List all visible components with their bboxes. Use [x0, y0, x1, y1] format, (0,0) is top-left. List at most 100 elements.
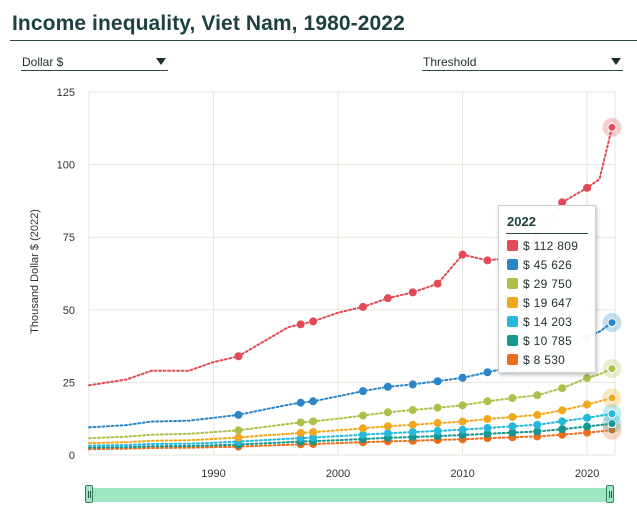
tooltip: 2022 $ 112 809 $ 45 626 $ 29 750 $ 19 647 $ … [498, 205, 596, 373]
data-point [558, 425, 567, 434]
y-tick-label: 125 [57, 87, 75, 99]
data-point [458, 250, 467, 259]
data-point [433, 377, 442, 386]
data-point [234, 410, 243, 419]
data-point [558, 384, 567, 393]
data-point [408, 288, 417, 297]
data-point [433, 426, 442, 435]
data-point [483, 397, 492, 406]
data-point [508, 394, 517, 403]
legend-swatch [507, 278, 518, 289]
data-point [408, 428, 417, 437]
tooltip-row: $ 112 809 [507, 239, 578, 253]
data-point [408, 420, 417, 429]
y-axis-label: Thousand Dollar $ (2022) [29, 209, 41, 334]
data-point [234, 433, 243, 442]
chevron-down-icon [611, 58, 621, 65]
data-point [458, 425, 467, 434]
data-point [583, 183, 592, 192]
data-point [358, 411, 367, 420]
data-point [483, 429, 492, 438]
data-point [296, 418, 305, 427]
tooltip-row: $ 45 626 [507, 258, 572, 272]
tooltip-row: $ 29 750 [507, 277, 572, 291]
legend-swatch [507, 297, 518, 308]
page-title: Income inequality, Viet Nam, 1980-2022 [12, 12, 405, 35]
data-point [408, 380, 417, 389]
data-point [558, 430, 567, 439]
data-point [558, 406, 567, 415]
tooltip-value: $ 8 530 [523, 353, 566, 367]
metric-dropdown-value: Threshold [423, 55, 477, 69]
data-point [607, 364, 617, 374]
data-point [408, 405, 417, 414]
series-line [88, 367, 613, 440]
data-point [383, 382, 392, 391]
data-point [607, 122, 617, 132]
tooltip-row: $ 10 785 [507, 334, 572, 348]
data-point [607, 318, 617, 328]
data-point [558, 198, 567, 207]
x-tick-label: 1990 [201, 468, 225, 480]
title-divider [10, 40, 637, 41]
data-point [433, 419, 442, 428]
tooltip-row: $ 8 530 [507, 353, 565, 367]
legend-swatch [507, 354, 518, 365]
data-point [607, 409, 617, 419]
data-point [533, 410, 542, 419]
data-point [508, 422, 517, 431]
data-point [583, 422, 592, 431]
legend-swatch [507, 240, 518, 251]
x-tick-label: 2000 [326, 468, 350, 480]
legend-swatch [507, 335, 518, 346]
data-point [358, 430, 367, 439]
data-point [296, 428, 305, 437]
data-point [458, 417, 467, 426]
data-point [296, 320, 305, 329]
data-point [533, 391, 542, 400]
data-point [234, 426, 243, 435]
data-point [383, 408, 392, 417]
data-point [508, 412, 517, 421]
data-point [309, 417, 318, 426]
data-point [533, 420, 542, 429]
x-tick-label: 2010 [450, 468, 474, 480]
y-tick-label: 50 [63, 305, 75, 317]
data-point [458, 401, 467, 410]
data-point [358, 387, 367, 396]
tooltip-value: $ 14 203 [523, 315, 573, 329]
data-point [583, 413, 592, 422]
data-point [383, 422, 392, 431]
data-point [309, 428, 318, 437]
data-point [583, 400, 592, 409]
data-point [358, 424, 367, 433]
data-point [383, 429, 392, 438]
data-point [383, 294, 392, 303]
unit-dropdown[interactable]: Dollar $ [21, 52, 168, 71]
range-handle-right[interactable] [606, 485, 614, 503]
data-point [607, 393, 617, 403]
data-point [583, 374, 592, 383]
tooltip-value: $ 29 750 [523, 277, 573, 291]
range-handle-left[interactable] [85, 485, 93, 503]
data-point [433, 403, 442, 412]
data-point [607, 419, 617, 429]
data-point [508, 428, 517, 437]
tooltip-row: $ 14 203 [507, 315, 572, 329]
data-point [309, 397, 318, 406]
tooltip-value: $ 19 647 [523, 296, 573, 310]
data-point [309, 317, 318, 326]
data-point [483, 256, 492, 265]
tooltip-year: 2022 [507, 214, 536, 229]
data-point [483, 414, 492, 423]
legend-swatch [507, 316, 518, 327]
range-scrollbar[interactable] [86, 488, 613, 502]
tooltip-value: $ 10 785 [523, 334, 573, 348]
metric-dropdown[interactable]: Threshold [422, 52, 623, 71]
data-point [558, 417, 567, 426]
data-point [533, 427, 542, 436]
x-tick-label: 2020 [575, 468, 599, 480]
y-tick-label: 75 [63, 232, 75, 244]
data-point [458, 373, 467, 382]
tooltip-value: $ 45 626 [523, 258, 573, 272]
